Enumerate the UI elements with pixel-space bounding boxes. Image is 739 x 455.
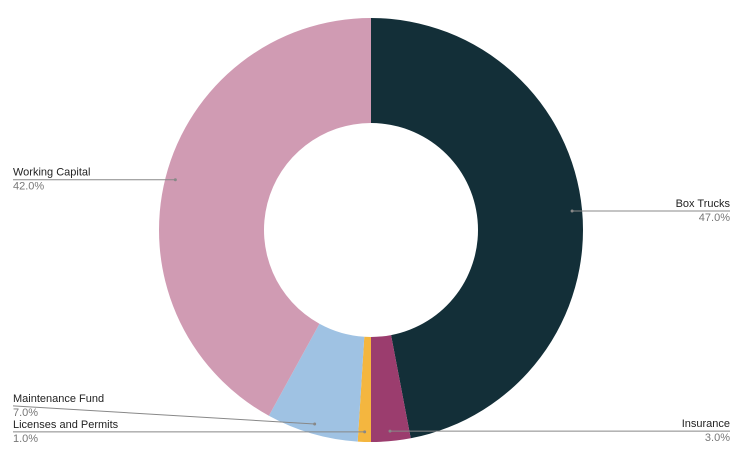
donut-slice [159,18,371,416]
slice-label: Insurance [682,418,730,430]
donut-slice [371,335,411,442]
slice-label: Working Capital [13,167,90,179]
slice-value-label: 1.0% [13,433,38,445]
leader-dot [173,178,177,182]
slice-value-label: 3.0% [705,432,730,444]
slice-label: Licenses and Permits [13,419,119,431]
leader-dot [313,422,317,426]
slice-value-label: 7.0% [13,407,38,419]
donut-slice [268,323,365,442]
slice-label: Box Trucks [676,198,731,210]
slice-value-label: 42.0% [13,181,44,193]
donut-slice [371,18,584,439]
slice-value-label: 47.0% [699,212,730,224]
leader-dot [388,429,392,433]
donut-slice [357,336,371,442]
leader-line [12,405,315,425]
leader-dot [570,209,574,213]
slice-label: Maintenance Fund [13,393,104,405]
leader-dot [363,430,367,434]
